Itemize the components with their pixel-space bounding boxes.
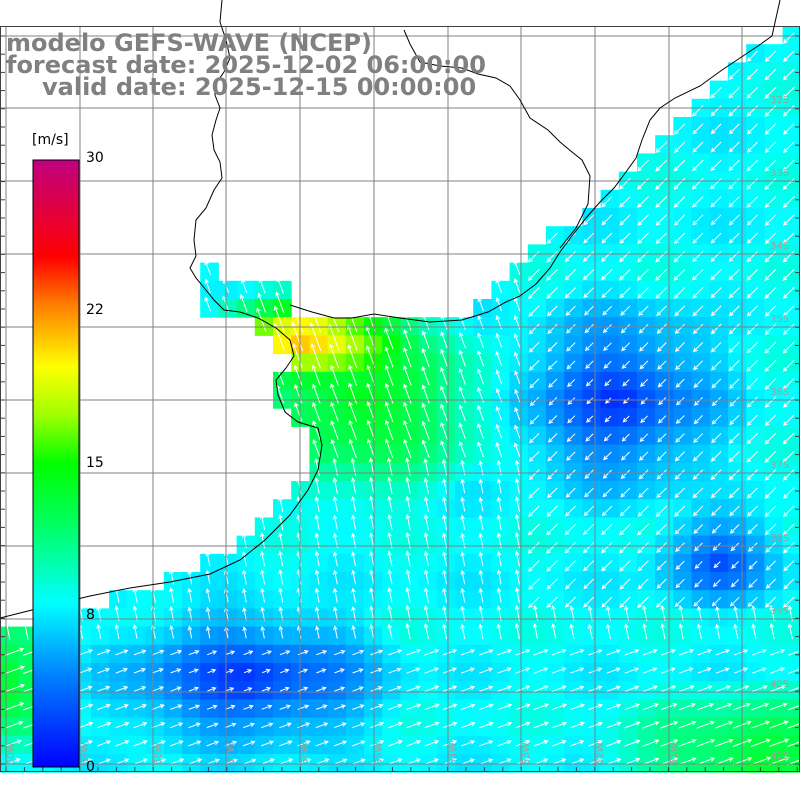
latitude-label: 36S	[770, 387, 789, 398]
latitude-label: 33S	[770, 168, 789, 179]
latitude-label: 41S	[770, 751, 789, 762]
colorbar	[0, 0, 120, 800]
longitude-label: 53W	[521, 742, 532, 765]
colorbar-tick-30: 30	[86, 150, 104, 166]
longitude-label: 54W	[448, 742, 459, 765]
latitude-label: 40S	[770, 679, 789, 690]
longitude-label: 56W	[300, 742, 311, 765]
longitude-label: 55W	[374, 742, 385, 765]
colorbar-tick-22: 22	[86, 302, 104, 318]
latitude-label: 39S	[770, 606, 789, 617]
wind-speed-field	[0, 26, 800, 773]
longitude-label: 58W	[153, 742, 164, 765]
colorbar-tick-15: 15	[86, 455, 104, 471]
longitude-label: 57W	[226, 742, 237, 765]
longitude-label: 51W	[669, 742, 680, 765]
latitude-label: 34S	[770, 241, 789, 252]
latitude-label: 35S	[770, 314, 789, 325]
colorbar-tick-0: 0	[86, 759, 95, 775]
colorbar-gradient	[33, 160, 79, 767]
longitude-label: 52W	[595, 742, 606, 765]
latitude-label: 37S	[770, 460, 789, 471]
latitude-label: 38S	[770, 533, 789, 544]
colorbar-tick-8: 8	[86, 607, 95, 623]
latitude-label: 32S	[770, 95, 789, 106]
